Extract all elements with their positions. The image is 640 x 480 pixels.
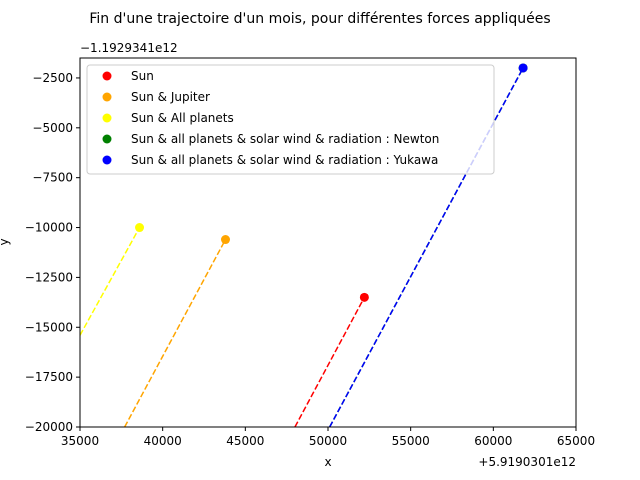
legend-marker-3	[102, 134, 112, 144]
y-tick-label: −2500	[32, 71, 73, 85]
series-end-point-4	[518, 63, 528, 73]
x-tick-label: 50000	[309, 434, 347, 448]
series-line-2	[80, 227, 141, 336]
legend-label-0: Sun	[131, 69, 154, 83]
legend-marker-2	[102, 113, 112, 123]
y-tick-label: −15000	[25, 320, 73, 334]
legend-marker-0	[102, 71, 112, 81]
legend-frame	[86, 64, 495, 175]
plot-markers	[135, 63, 528, 302]
series-line-0	[294, 296, 366, 427]
x-tick-label: 40000	[144, 434, 182, 448]
legend-label-1: Sun & Jupiter	[131, 90, 210, 104]
legend-label-3: Sun & all planets & solar wind & radiati…	[131, 132, 439, 146]
series-line-1	[123, 239, 227, 427]
series-end-point-0	[359, 292, 369, 302]
y-axis-offset-label: −1.1929341e12	[80, 41, 178, 55]
y-tick-label: −7500	[32, 171, 73, 185]
x-axis-offset-label: +5.9190301e12	[478, 455, 576, 469]
y-tick-label: −10000	[25, 221, 73, 235]
y-tick-label: −5000	[32, 121, 73, 135]
x-tick-label: 35000	[61, 434, 99, 448]
x-tick-label: 60000	[474, 434, 512, 448]
legend-label-4: Sun & all planets & solar wind & radiati…	[131, 153, 438, 167]
y-tick-label: −20000	[25, 420, 73, 434]
y-tick-label: −12500	[25, 270, 73, 284]
y-axis-ticks: −2500 −5000 −7500 −10000 −12500 −15000 −17500 −…	[25, 71, 80, 434]
x-tick-label: 45000	[226, 434, 264, 448]
legend: Sun Sun & Jupiter Sun & All planets Sun & a…	[86, 64, 495, 175]
series-end-point-2	[135, 223, 145, 233]
legend-marker-4	[102, 155, 112, 165]
y-axis-label: y	[0, 238, 11, 245]
x-axis-label: x	[324, 455, 331, 469]
series-end-point-1	[220, 235, 230, 245]
plot-lines	[80, 67, 524, 427]
x-tick-label: 55000	[392, 434, 430, 448]
y-tick-label: −17500	[25, 370, 73, 384]
legend-label-2: Sun & All planets	[131, 111, 234, 125]
legend-marker-1	[102, 92, 112, 102]
chart-title: Fin d'une trajectoire d'un mois, pour di…	[89, 11, 550, 27]
x-axis-ticks: 35000 40000 45000 50000 55000 60000 65000	[61, 427, 595, 448]
x-tick-label: 65000	[557, 434, 595, 448]
